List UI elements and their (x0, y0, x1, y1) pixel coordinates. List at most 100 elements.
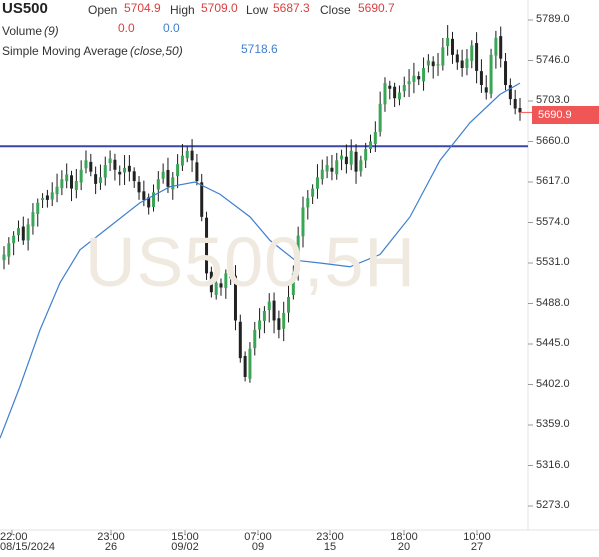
candle-body (301, 207, 305, 237)
x-tick-sublabel: 09 (251, 541, 265, 553)
candle-body (479, 71, 483, 85)
x-tick: 23:00 15 (300, 531, 360, 553)
x-tick: 22:00 08/15/2024 (0, 531, 60, 553)
candle-body (450, 38, 454, 55)
candle-body (156, 179, 160, 190)
candle-body (296, 235, 300, 271)
x-tick-label: 07:00 (244, 531, 272, 543)
candle-body (388, 85, 392, 89)
candle-body (142, 191, 146, 200)
x-tick-sublabel: 27 (470, 541, 484, 553)
candle-body (393, 86, 397, 99)
candle-body (224, 273, 228, 288)
candle-body (359, 160, 363, 172)
candle-body (489, 54, 493, 94)
y-tick-label: 5574.0 (536, 215, 570, 228)
candle-body (431, 61, 435, 67)
candle-body (349, 150, 353, 165)
x-tick: 10:00 27 (447, 531, 507, 553)
y-tick-label: 5789.0 (536, 13, 570, 25)
candle-body (422, 68, 426, 82)
y-tick-label: 5617.0 (536, 175, 570, 187)
candle-body (504, 61, 508, 85)
candle-body (364, 149, 368, 161)
candle-body (190, 150, 194, 161)
candle-body (518, 108, 522, 113)
candle-body (320, 169, 324, 180)
candle-body (127, 165, 131, 172)
candle-body (113, 159, 117, 170)
x-tick-label: 10:00 (463, 531, 491, 543)
candle-body (84, 160, 88, 169)
candle-body (441, 47, 445, 66)
y-tick-label: 5359.0 (536, 418, 570, 430)
x-tick-label: 23:00 (97, 531, 125, 543)
x-tick-sublabel: 08/15/2024 (0, 541, 56, 553)
candle-body (108, 158, 112, 164)
candle-body (89, 161, 93, 172)
candle-body (282, 312, 286, 329)
candle-body (243, 355, 247, 377)
candle-body (311, 188, 315, 197)
candle-body (123, 167, 127, 173)
candle-body (369, 141, 373, 149)
y-tick-label: 5488.0 (536, 296, 570, 309)
candle-body (325, 165, 329, 172)
candle-body (262, 311, 266, 321)
candle-body (412, 75, 416, 82)
candle-body (248, 348, 252, 379)
candle-body (74, 181, 78, 191)
candle-body (330, 167, 334, 172)
candle-body (494, 37, 498, 56)
candle-body (508, 85, 512, 100)
y-tick-label: 5660.0 (536, 134, 570, 147)
candle-body (267, 301, 271, 311)
candle-body (41, 198, 45, 201)
candle-body (513, 98, 517, 109)
candle-body (378, 103, 382, 132)
candle-body (31, 212, 35, 227)
x-tick: 07:00 09 (228, 531, 288, 553)
candle-body (253, 329, 257, 349)
candle-body (205, 217, 209, 274)
candle-body (98, 177, 102, 184)
candle-body (45, 195, 49, 200)
candle-body (233, 275, 237, 321)
x-tick-label: 23:00 (316, 531, 344, 543)
candle-body (238, 321, 242, 359)
candle-body (185, 150, 189, 159)
candle-body (229, 273, 233, 279)
candle-body (335, 160, 339, 175)
x-tick-sublabel: 15 (323, 541, 337, 553)
x-tick-sublabel: 09/02 (171, 541, 199, 553)
candle-body (50, 192, 54, 200)
candle-body (21, 226, 25, 241)
x-tick-sublabel: 20 (397, 541, 411, 553)
candle-body (475, 43, 479, 71)
candle-body (272, 300, 276, 321)
candle-body (147, 197, 151, 208)
candle-body (426, 60, 430, 66)
candle-body (397, 92, 401, 100)
candle-body (354, 151, 358, 172)
watermark: US500,5H (85, 223, 416, 301)
candle-body (373, 132, 377, 144)
candle-body (460, 60, 464, 69)
candle-body (176, 164, 180, 177)
y-tick-label: 5703.0 (536, 94, 570, 106)
candle-body (132, 171, 136, 182)
y-tick-label: 5445.0 (536, 337, 570, 349)
candle-body (180, 155, 184, 166)
candle-body (151, 192, 155, 207)
candle-body (315, 177, 319, 189)
candle-body (306, 198, 310, 208)
candle-body (209, 271, 213, 293)
candle-body (12, 235, 16, 244)
y-tick-label: 5402.0 (536, 377, 570, 390)
candle-body (417, 76, 421, 80)
candle-body (94, 174, 98, 184)
candle-body (436, 64, 440, 66)
x-tick-sublabel: 26 (104, 541, 118, 553)
candle-body (277, 318, 281, 330)
